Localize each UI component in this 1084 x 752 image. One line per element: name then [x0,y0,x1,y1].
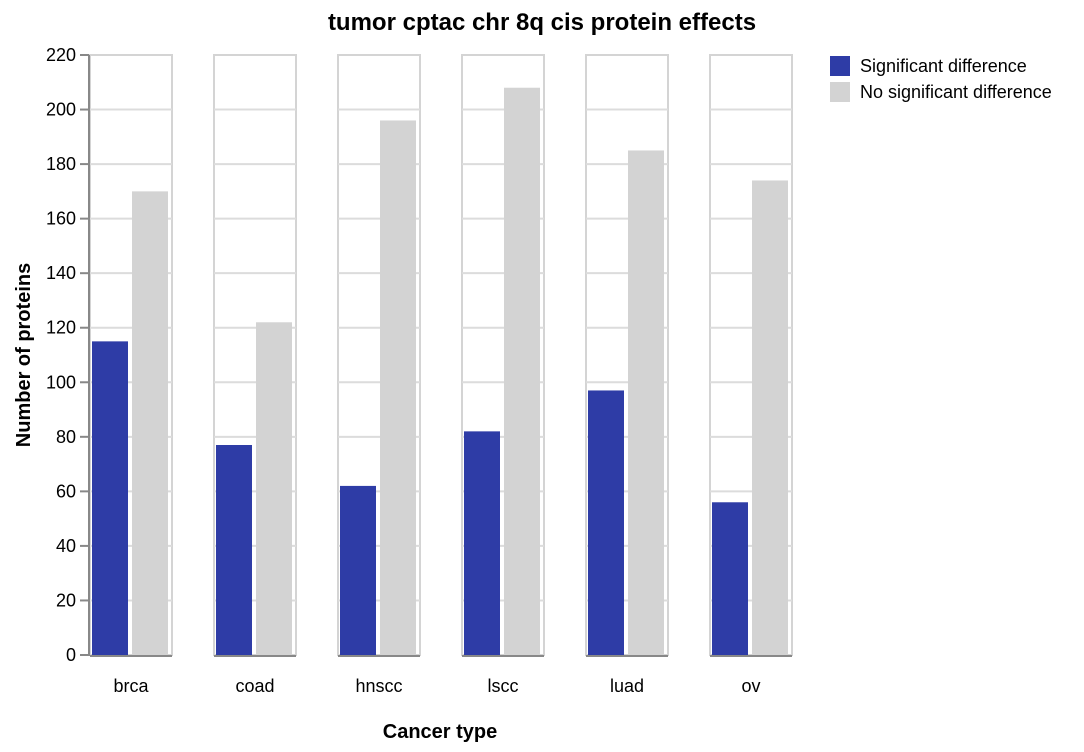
y-tick-label: 40 [56,536,76,556]
panel-lscc: lscc [461,54,545,696]
panel-hnscc: hnscc [337,54,421,696]
legend-item: Significant difference [830,56,1027,76]
x-tick-label: ov [741,676,760,696]
y-axis: 0 20 40 60 80 100 120 140 160 180 200 220 [46,45,90,665]
bar-coad-significant [216,445,252,655]
bar-ov-significant [712,502,748,655]
y-tick-label: 60 [56,481,76,501]
bar-luad-significant [588,390,624,655]
x-axis-title: Cancer type [383,721,498,743]
y-tick-label: 200 [46,100,76,120]
legend-label: Significant difference [860,56,1027,76]
panels: brca coad hnscc lscc luad ov [89,54,793,696]
y-tick-label: 100 [46,372,76,392]
panel-ov: ov [709,54,793,696]
legend-label: No significant difference [860,82,1052,102]
y-tick-label: 0 [66,645,76,665]
chart-title: tumor cptac chr 8q cis protein effects [328,9,756,36]
x-tick-label: luad [610,676,644,696]
x-tick-label: hnscc [355,676,402,696]
panel-luad: luad [585,54,669,696]
x-tick-label: coad [235,676,274,696]
legend-swatch [830,56,850,76]
bar-lscc-not-significant [504,87,540,655]
bar-hnscc-not-significant [380,120,416,656]
y-tick-label: 160 [46,209,76,229]
bar-luad-not-significant [628,150,664,656]
y-axis-title: Number of proteins [13,263,35,447]
y-tick-label: 80 [56,427,76,447]
bar-hnscc-significant [340,485,376,655]
x-tick-label: lscc [488,676,519,696]
legend: Significant difference No significant dif… [830,56,1052,102]
bar-brca-not-significant [132,191,168,655]
panel-coad: coad [213,54,297,696]
bar-ov-not-significant [752,180,788,656]
bar-coad-not-significant [256,322,292,655]
y-tick-label: 220 [46,45,76,65]
y-tick-label: 120 [46,318,76,338]
y-tick-label: 20 [56,590,76,610]
bar-lscc-significant [464,431,500,655]
legend-swatch [830,82,850,102]
panel-brca: brca [89,54,173,696]
y-tick-label: 180 [46,154,76,174]
legend-item: No significant difference [830,82,1052,102]
bar-brca-significant [92,341,128,655]
x-tick-label: brca [113,676,149,696]
y-tick-label: 140 [46,263,76,283]
